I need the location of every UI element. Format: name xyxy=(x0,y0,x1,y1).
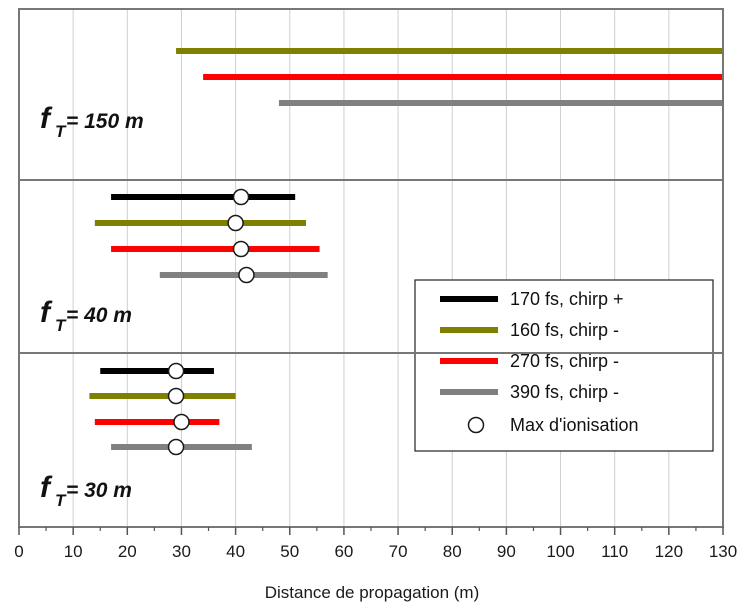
max-ionisation-marker xyxy=(167,438,185,456)
max-ionisation-marker xyxy=(232,240,250,258)
x-tick-label: 40 xyxy=(226,542,245,561)
x-tick-label: 90 xyxy=(497,542,516,561)
x-tick-label: 50 xyxy=(280,542,299,561)
legend-box xyxy=(414,279,714,452)
x-tick-label: 60 xyxy=(334,542,353,561)
panel-labels: f T = 150 mf T = 40 mf T = 30 m xyxy=(40,102,144,510)
x-tick-label: 30 xyxy=(172,542,191,561)
x-tick-label: 110 xyxy=(601,542,628,561)
x-tick-label: 10 xyxy=(64,542,83,561)
panel-label-value: = 30 m xyxy=(66,479,132,502)
max-ionisation-marker xyxy=(167,362,185,380)
max-ionisation-marker xyxy=(238,266,255,284)
x-tick-label: 100 xyxy=(546,542,574,561)
panel-label: f T = 40 m xyxy=(40,296,132,335)
max-ionisation-marker xyxy=(167,387,185,405)
panel-label-f: f xyxy=(40,102,53,135)
legend-label: 160 fs, chirp - xyxy=(510,320,619,340)
x-tick-label: 80 xyxy=(443,542,462,561)
panel-label-f: f xyxy=(40,296,53,329)
legend-marker xyxy=(467,416,485,434)
x-axis: 0 10 20 30 40 50 60 70 80 90 100 110 120 130 xyxy=(14,527,737,561)
panel-label: f T = 150 m xyxy=(40,102,144,141)
panel-label-value: = 40 m xyxy=(66,304,132,327)
panel-label-value: = 150 m xyxy=(66,110,144,133)
panel-label-subscript: T xyxy=(55,316,67,335)
panel-label-subscript: T xyxy=(55,491,67,510)
x-tick-label: 0 xyxy=(14,542,23,561)
max-ionisation-marker xyxy=(173,413,190,431)
legend-label: 170 fs, chirp + xyxy=(510,289,624,309)
legend-marker-label: Max d'ionisation xyxy=(510,415,639,435)
legend: 170 fs, chirp + 160 fs, chirp - 270 fs, ch… xyxy=(414,279,714,452)
legend-label: 270 fs, chirp - xyxy=(510,351,619,371)
x-tick-label: 120 xyxy=(655,542,683,561)
x-tick-label: 70 xyxy=(389,542,408,561)
x-tick-label: 20 xyxy=(118,542,137,561)
x-tick-label: 130 xyxy=(709,542,737,561)
x-axis-title: Distance de propagation (m) xyxy=(265,583,480,602)
max-ionisation-marker xyxy=(227,214,244,232)
panel-label: f T = 30 m xyxy=(40,471,132,510)
max-ionisation-marker xyxy=(232,188,250,206)
legend-label: 390 fs, chirp - xyxy=(510,382,619,402)
range-bars xyxy=(89,48,723,456)
panel-label-subscript: T xyxy=(55,122,67,141)
panel-label-f: f xyxy=(40,471,53,504)
